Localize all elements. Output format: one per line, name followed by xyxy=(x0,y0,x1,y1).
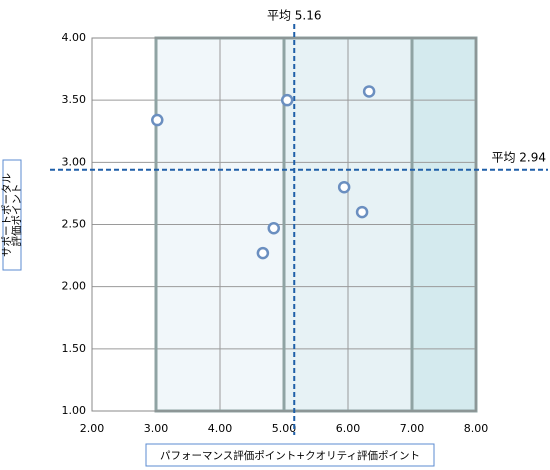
y-tick-label: 1.00 xyxy=(62,404,87,417)
y-tick-label: 3.50 xyxy=(62,93,87,106)
y-tick-label: 1.50 xyxy=(62,342,87,355)
mean-label: 平均 2.94 xyxy=(491,150,546,164)
y-label-box xyxy=(2,159,22,271)
x-tick-label: 4.00 xyxy=(208,422,233,435)
point xyxy=(256,246,270,260)
mean-label: 平均 5.16 xyxy=(267,9,322,23)
point xyxy=(337,180,351,194)
x-tick-label: 8.00 xyxy=(464,422,489,435)
y-tick-label: 2.00 xyxy=(62,280,87,293)
y-tick-label: 4.00 xyxy=(62,31,87,44)
x-tick-label: 7.00 xyxy=(400,422,425,435)
point xyxy=(280,93,294,107)
x-tick-label: 2.00 xyxy=(80,422,105,435)
y-tick-label: 2.50 xyxy=(62,218,87,231)
x-label-box xyxy=(145,443,435,467)
point xyxy=(151,113,164,127)
point xyxy=(362,85,376,98)
x-axis-label: パフォーマンス評価ポイント+クオリティ評価ポイント xyxy=(160,449,420,462)
y-tick-label: 3.00 xyxy=(62,155,87,168)
y-axis-label: サポートポータル xyxy=(1,173,13,257)
point xyxy=(267,221,281,235)
plot-border xyxy=(91,37,477,412)
y-axis-label: 評価ポイント xyxy=(10,184,23,247)
x-tick-label: 5.00 xyxy=(272,422,297,435)
x-tick-label: 6.00 xyxy=(336,422,361,435)
point xyxy=(355,205,369,219)
x-tick-label: 3.00 xyxy=(144,422,169,435)
